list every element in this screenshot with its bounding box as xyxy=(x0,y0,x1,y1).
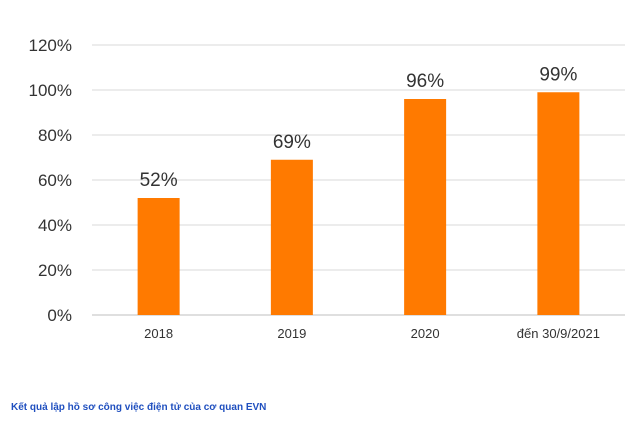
x-category-label: 2019 xyxy=(277,326,306,341)
data-label: 96% xyxy=(406,71,444,92)
gridlines xyxy=(92,44,625,316)
data-label: 99% xyxy=(539,64,577,85)
bar xyxy=(537,92,580,315)
bars xyxy=(137,92,580,315)
y-axis-tick-labels: 0% 20% 40% 60% 80% 100% 120% xyxy=(29,36,72,325)
chart-caption: Kết quả lập hồ sơ công việc điện tử của … xyxy=(11,402,267,413)
y-tick-label: 0% xyxy=(47,306,72,325)
y-tick-label: 20% xyxy=(38,261,72,280)
x-category-label: đến 30/9/2021 xyxy=(517,326,600,341)
x-category-label: 2018 xyxy=(144,326,173,341)
y-tick-label: 60% xyxy=(38,171,72,190)
y-tick-label: 100% xyxy=(29,81,72,100)
data-labels: 52% 69% 96% 99% xyxy=(140,64,578,191)
x-category-label: 2020 xyxy=(411,326,440,341)
x-axis-category-labels: 2018 2019 2020 đến 30/9/2021 xyxy=(144,326,600,341)
y-tick-label: 80% xyxy=(38,126,72,145)
y-tick-label: 120% xyxy=(29,36,72,55)
bar xyxy=(404,99,447,315)
y-tick-label: 40% xyxy=(38,216,72,235)
data-label: 52% xyxy=(140,170,178,191)
bar xyxy=(270,159,313,315)
data-label: 69% xyxy=(273,132,311,153)
bar xyxy=(137,198,180,315)
